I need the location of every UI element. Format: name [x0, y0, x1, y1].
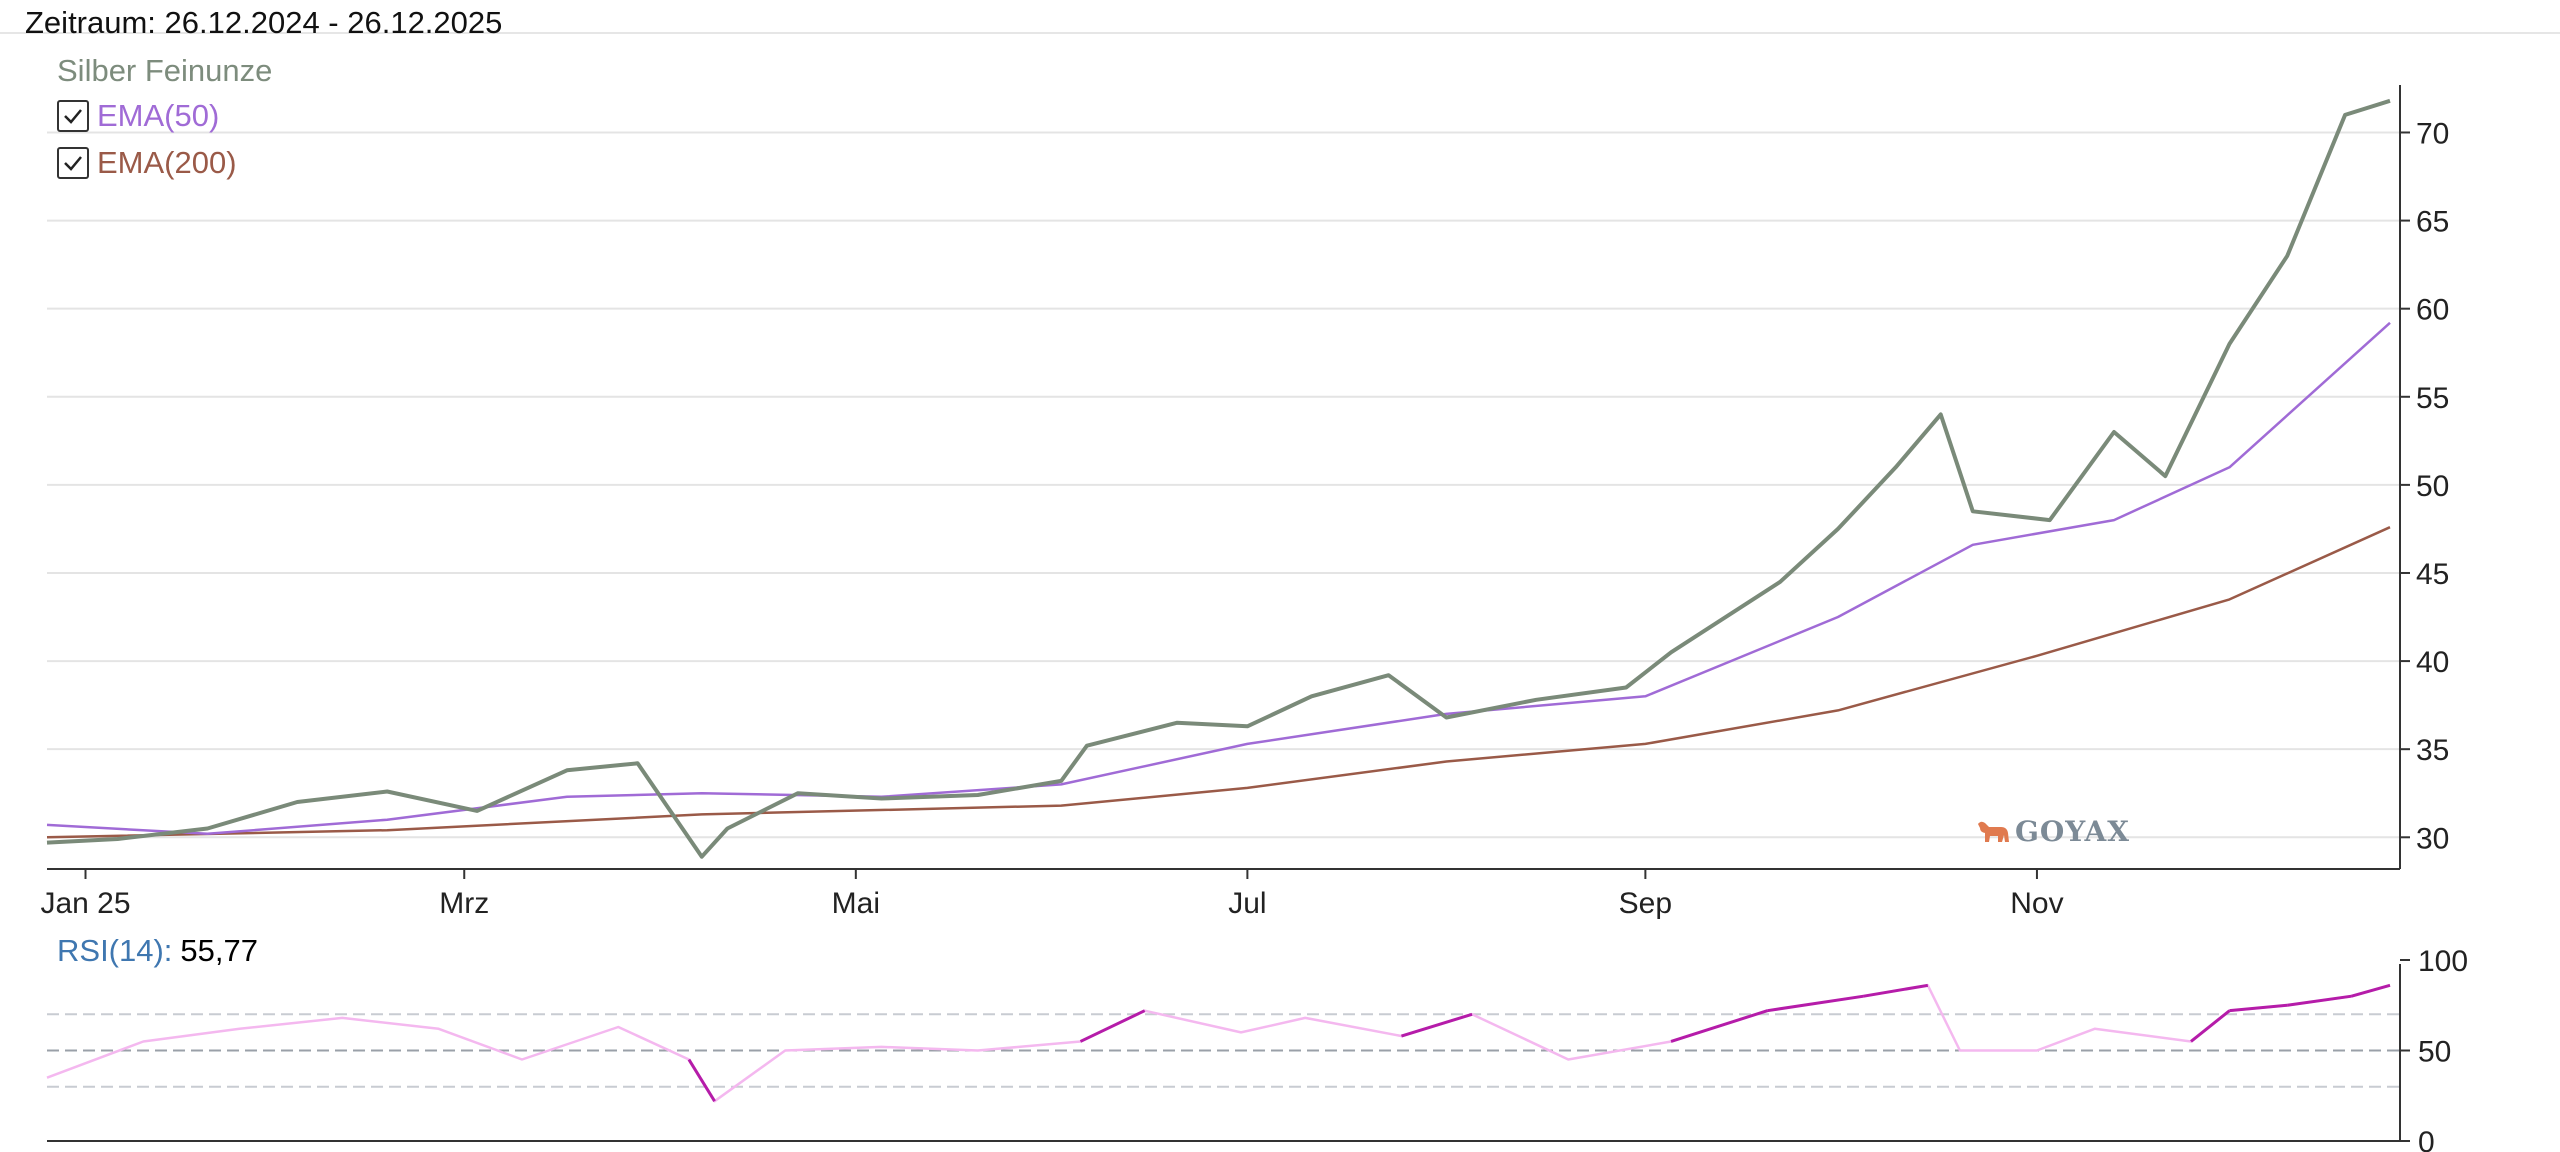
xtick-label-jan-25: Jan 25	[40, 887, 130, 920]
ytick-label-65: 65	[2416, 206, 2449, 239]
header-divider	[0, 32, 2560, 34]
rsi-extreme-segment	[2229, 1003, 2288, 1013]
period-label: Zeitraum: 26.12.2024 - 26.12.2025	[25, 5, 503, 40]
rsi-extreme-segment	[687, 1058, 716, 1102]
checkmark-icon	[64, 109, 82, 124]
rsi-value: 55,77	[180, 933, 258, 968]
goyax-logo: GOYAX	[1975, 815, 2130, 848]
ytick-label-30: 30	[2416, 822, 2449, 855]
rsi-ytick-label-100: 100	[2418, 945, 2468, 978]
xtick-label-nov: Nov	[2010, 887, 2063, 920]
rsi-extreme-segment	[2190, 1009, 2231, 1043]
checkbox-ema200[interactable]	[57, 147, 89, 179]
rsi-ytick-label-0: 0	[2418, 1126, 2435, 1152]
rsi-extreme-segment	[1401, 1012, 1473, 1038]
rsi-extreme-segment	[1670, 1009, 1768, 1043]
rsi-extreme-segment	[2287, 994, 2352, 1007]
xtick-label-mrz: Mrz	[439, 887, 489, 920]
series-ema50-line	[46, 321, 2391, 836]
rsi-legend: RSI(14): 55,77	[57, 933, 258, 969]
xtick-label-sep: Sep	[1619, 887, 1672, 920]
checkmark-icon	[64, 156, 82, 171]
rsi-extreme-segment	[1079, 1009, 1146, 1043]
legend-title: Silber Feinunze	[57, 53, 273, 88]
legend-item-ema200[interactable]: EMA(200)	[57, 145, 237, 181]
rsi-extreme-segment	[1863, 983, 1929, 998]
rsi-line	[46, 984, 2391, 1103]
ytick-label-50: 50	[2416, 470, 2449, 503]
bull-icon	[1978, 821, 2009, 842]
xtick-label-mai: Mai	[832, 887, 880, 920]
ytick-label-45: 45	[2416, 558, 2449, 591]
legend-item-ema50[interactable]: EMA(50)	[57, 98, 219, 134]
rsi-extreme-segment	[1767, 994, 1864, 1013]
xtick-label-jul: Jul	[1228, 887, 1266, 920]
series-silber-feinunze-line	[46, 98, 2391, 859]
ytick-label-70: 70	[2416, 117, 2449, 150]
ytick-label-55: 55	[2416, 382, 2449, 415]
logo-text: GOYAX	[2015, 815, 2130, 848]
ytick-label-60: 60	[2416, 294, 2449, 327]
checkbox-ema50[interactable]	[57, 100, 89, 132]
legend-label-ema200: EMA(200)	[97, 145, 237, 180]
rsi-name: RSI(14):	[57, 933, 173, 968]
legend-label-ema50: EMA(50)	[97, 98, 220, 133]
ytick-label-40: 40	[2416, 646, 2449, 679]
ytick-label-35: 35	[2416, 734, 2449, 767]
rsi-extreme-segment	[2351, 983, 2391, 998]
rsi-ytick-label-50: 50	[2418, 1036, 2451, 1069]
series-ema200-line	[46, 526, 2391, 839]
